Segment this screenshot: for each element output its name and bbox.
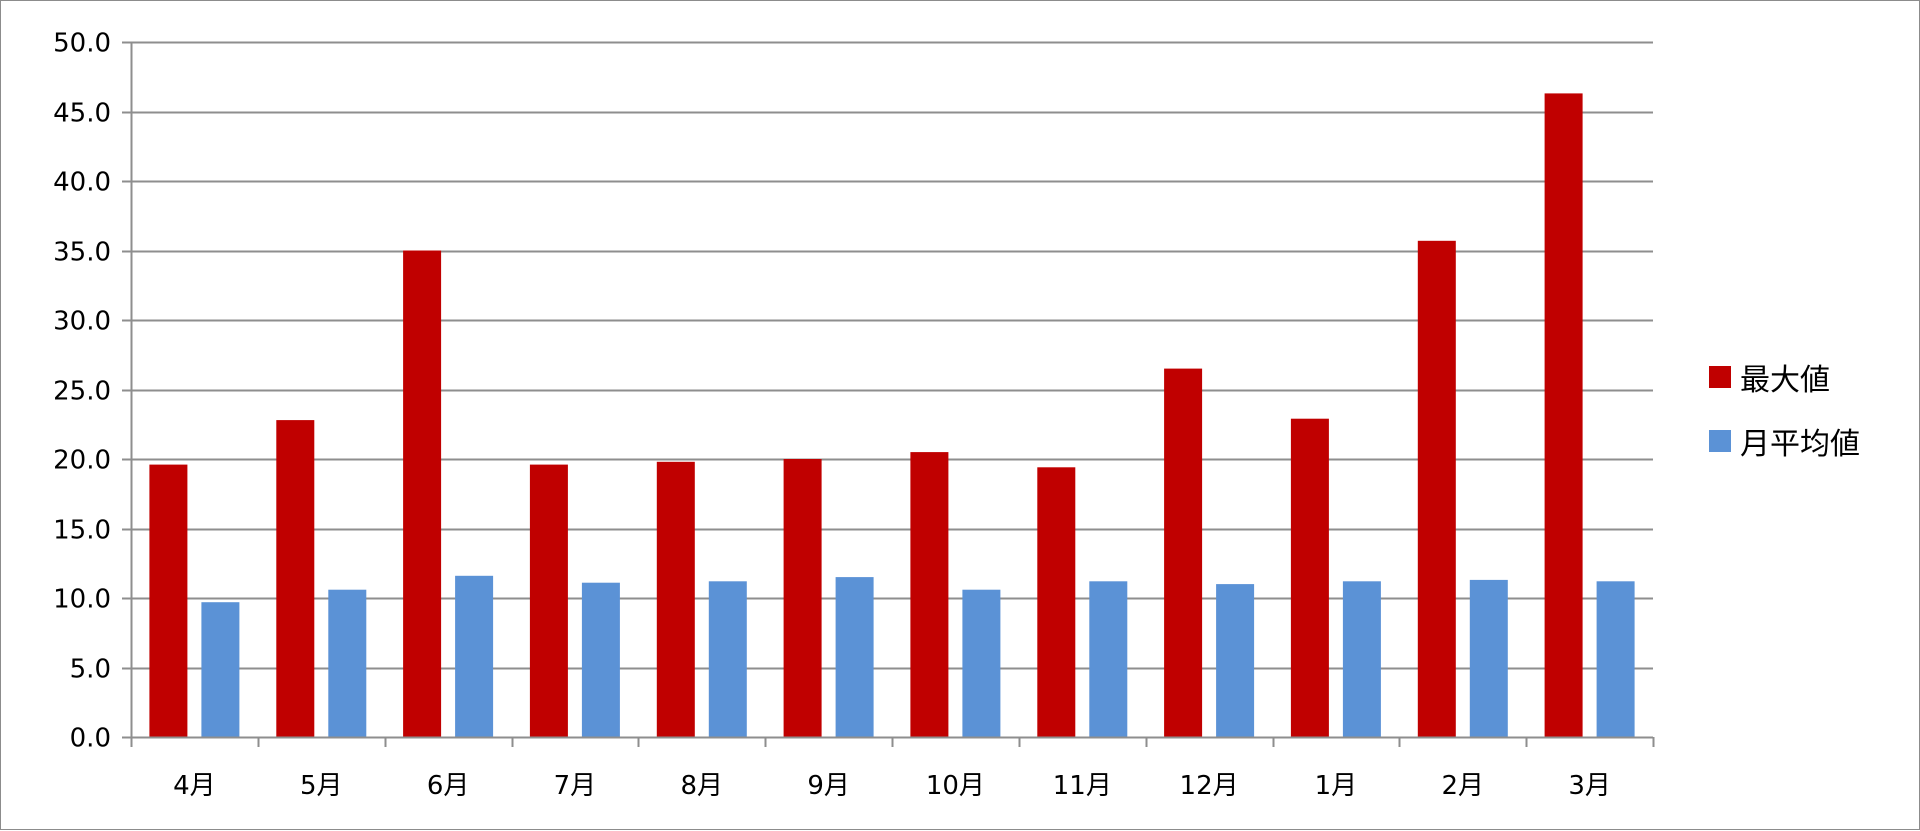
y-tick-label: 5.0 <box>70 655 111 685</box>
bar-monthly-average <box>1469 579 1508 737</box>
bar-max <box>1544 93 1583 737</box>
y-tick-label: 0.0 <box>70 724 111 754</box>
bar-monthly-average <box>455 575 494 737</box>
x-tick-label: 2月 <box>1442 771 1485 801</box>
gridlines <box>131 41 1653 670</box>
y-tick-label: 50.0 <box>53 29 111 59</box>
bar-max <box>783 459 822 737</box>
bar-max <box>149 464 188 737</box>
x-tick-label: 1月 <box>1315 771 1358 801</box>
bar-monthly-average <box>1342 581 1381 737</box>
y-tick-label: 40.0 <box>53 168 111 198</box>
x-tick-label: 10月 <box>926 771 985 801</box>
x-tick-label: 6月 <box>427 771 470 801</box>
bars <box>149 93 1635 738</box>
bar-max <box>1290 418 1329 737</box>
bar-max <box>1164 368 1203 737</box>
bar-max <box>656 461 695 737</box>
x-tick-label: 7月 <box>554 771 597 801</box>
bar-max <box>1417 240 1456 738</box>
bar-monthly-average <box>581 582 620 737</box>
legend-swatch-monthly-average <box>1709 430 1731 452</box>
legend-item-monthly-average: 月平均値 <box>1709 421 1860 462</box>
bar-monthly-average <box>201 602 240 737</box>
bar-monthly-average <box>835 577 874 737</box>
y-tick-label: 10.0 <box>53 585 111 615</box>
bar-max <box>276 420 315 737</box>
x-tick-label: 5月 <box>300 771 343 801</box>
bar-monthly-average <box>1216 584 1255 737</box>
legend-item-max: 最大値 <box>1709 357 1860 398</box>
legend-label-monthly-average: 月平均値 <box>1740 427 1860 462</box>
x-tick-label: 12月 <box>1180 771 1239 801</box>
legend-swatch-max <box>1709 366 1731 388</box>
bar-monthly-average <box>962 589 1001 737</box>
x-tick-label: 11月 <box>1053 771 1112 801</box>
y-tick-label: 30.0 <box>53 307 111 337</box>
legend-label-max: 最大値 <box>1740 363 1830 398</box>
x-tick-label: 9月 <box>807 771 850 801</box>
y-tick-label: 35.0 <box>53 238 111 268</box>
axes <box>122 41 1655 747</box>
bar-max <box>529 464 568 737</box>
bar-max <box>1037 467 1076 737</box>
legend: 最大値 月平均値 <box>1709 357 1860 485</box>
y-tick-label: 20.0 <box>53 446 111 476</box>
bar-monthly-average <box>1596 581 1635 737</box>
x-tick-label: 4月 <box>173 771 216 801</box>
y-tick-label: 45.0 <box>53 99 111 129</box>
bar-max <box>403 250 442 737</box>
x-tick-label: 8月 <box>681 771 724 801</box>
y-tick-label: 25.0 <box>53 377 111 407</box>
x-tick-label: 3月 <box>1568 771 1611 801</box>
bar-monthly-average <box>708 581 747 737</box>
tick-labels: 0.0 5.0 10.0 15.0 20.0 25.0 30.0 35.0 40.0 45.0 50… <box>53 29 1611 802</box>
bar-monthly-average <box>328 589 367 737</box>
bar-max <box>910 452 949 737</box>
y-tick-label: 15.0 <box>53 516 111 546</box>
bar-monthly-average <box>1089 581 1128 737</box>
